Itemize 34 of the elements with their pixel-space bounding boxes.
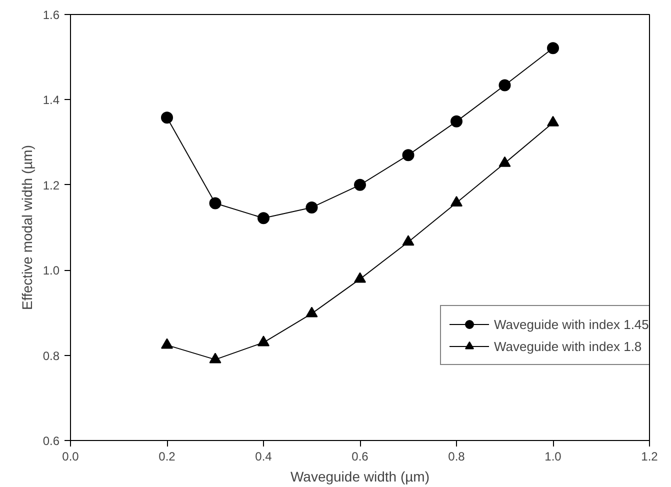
y-tick-label: 1.6 <box>42 8 60 22</box>
x-tick-label: 0.8 <box>448 450 466 464</box>
point <box>209 197 222 210</box>
point <box>306 306 318 318</box>
y-tick-label: 0.8 <box>42 348 60 363</box>
legend-label: Waveguide with index 1.45 <box>494 316 649 332</box>
point <box>258 336 270 346</box>
x-tick-label: 0.6 <box>352 450 369 464</box>
y-axis-title: Effective modal width (µm) <box>18 145 35 310</box>
point <box>450 115 462 128</box>
point <box>306 201 318 214</box>
point <box>498 79 511 92</box>
x-axis-title: Waveguide width (µm) <box>290 468 430 484</box>
point <box>258 212 270 224</box>
x-tick-label: 0.2 <box>158 450 176 464</box>
point <box>161 112 173 124</box>
point <box>498 156 511 167</box>
y-tick-label: 0.6 <box>42 434 60 448</box>
x-tick-label: 0.4 <box>255 450 272 464</box>
point <box>354 178 366 191</box>
y-tick-label: 1.2 <box>42 178 60 192</box>
point <box>547 42 559 54</box>
x-tick-label: 1.2 <box>641 450 658 464</box>
point <box>354 272 366 283</box>
point <box>209 352 222 364</box>
x-tick-label: 1.0 <box>544 450 562 464</box>
point <box>402 235 414 246</box>
point <box>450 196 462 206</box>
legend-label: Waveguide with index 1.8 <box>494 338 642 354</box>
y-tick-label: 1.4 <box>42 93 60 108</box>
point <box>161 338 173 349</box>
point <box>402 149 414 162</box>
y-tick-label: 1.0 <box>42 264 60 278</box>
x-tick-label: 0.0 <box>62 450 80 464</box>
